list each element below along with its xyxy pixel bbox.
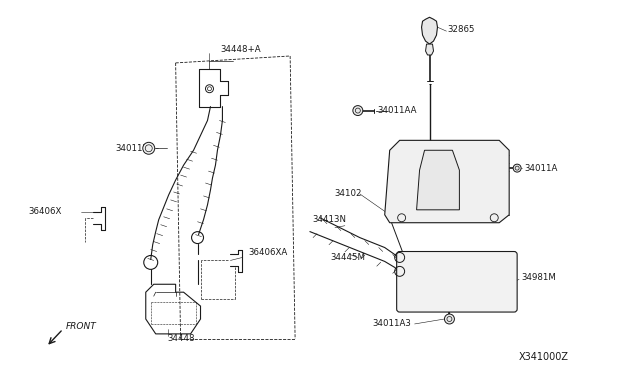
Polygon shape xyxy=(417,150,460,210)
Text: 34011AA: 34011AA xyxy=(378,106,417,115)
Circle shape xyxy=(353,106,363,116)
Text: 34102: 34102 xyxy=(334,189,362,198)
Text: 36406X: 36406X xyxy=(28,207,61,216)
Text: 34981M: 34981M xyxy=(521,273,556,282)
Text: 34445M: 34445M xyxy=(330,253,365,262)
FancyBboxPatch shape xyxy=(397,251,517,312)
Polygon shape xyxy=(426,44,433,55)
Text: 36406XA: 36406XA xyxy=(248,248,287,257)
Circle shape xyxy=(513,164,521,172)
Text: 32865: 32865 xyxy=(447,25,475,34)
Circle shape xyxy=(143,142,155,154)
Circle shape xyxy=(444,314,454,324)
Text: 34011B: 34011B xyxy=(116,144,149,153)
Text: 34011A: 34011A xyxy=(524,164,557,173)
Text: 34448+A: 34448+A xyxy=(220,45,261,54)
Text: FRONT: FRONT xyxy=(66,323,97,331)
Polygon shape xyxy=(385,140,509,223)
Text: 34448: 34448 xyxy=(168,334,195,343)
Text: X341000Z: X341000Z xyxy=(519,352,569,362)
Text: 34413N: 34413N xyxy=(312,215,346,224)
Polygon shape xyxy=(422,17,438,44)
Text: 34011A3: 34011A3 xyxy=(372,320,412,328)
